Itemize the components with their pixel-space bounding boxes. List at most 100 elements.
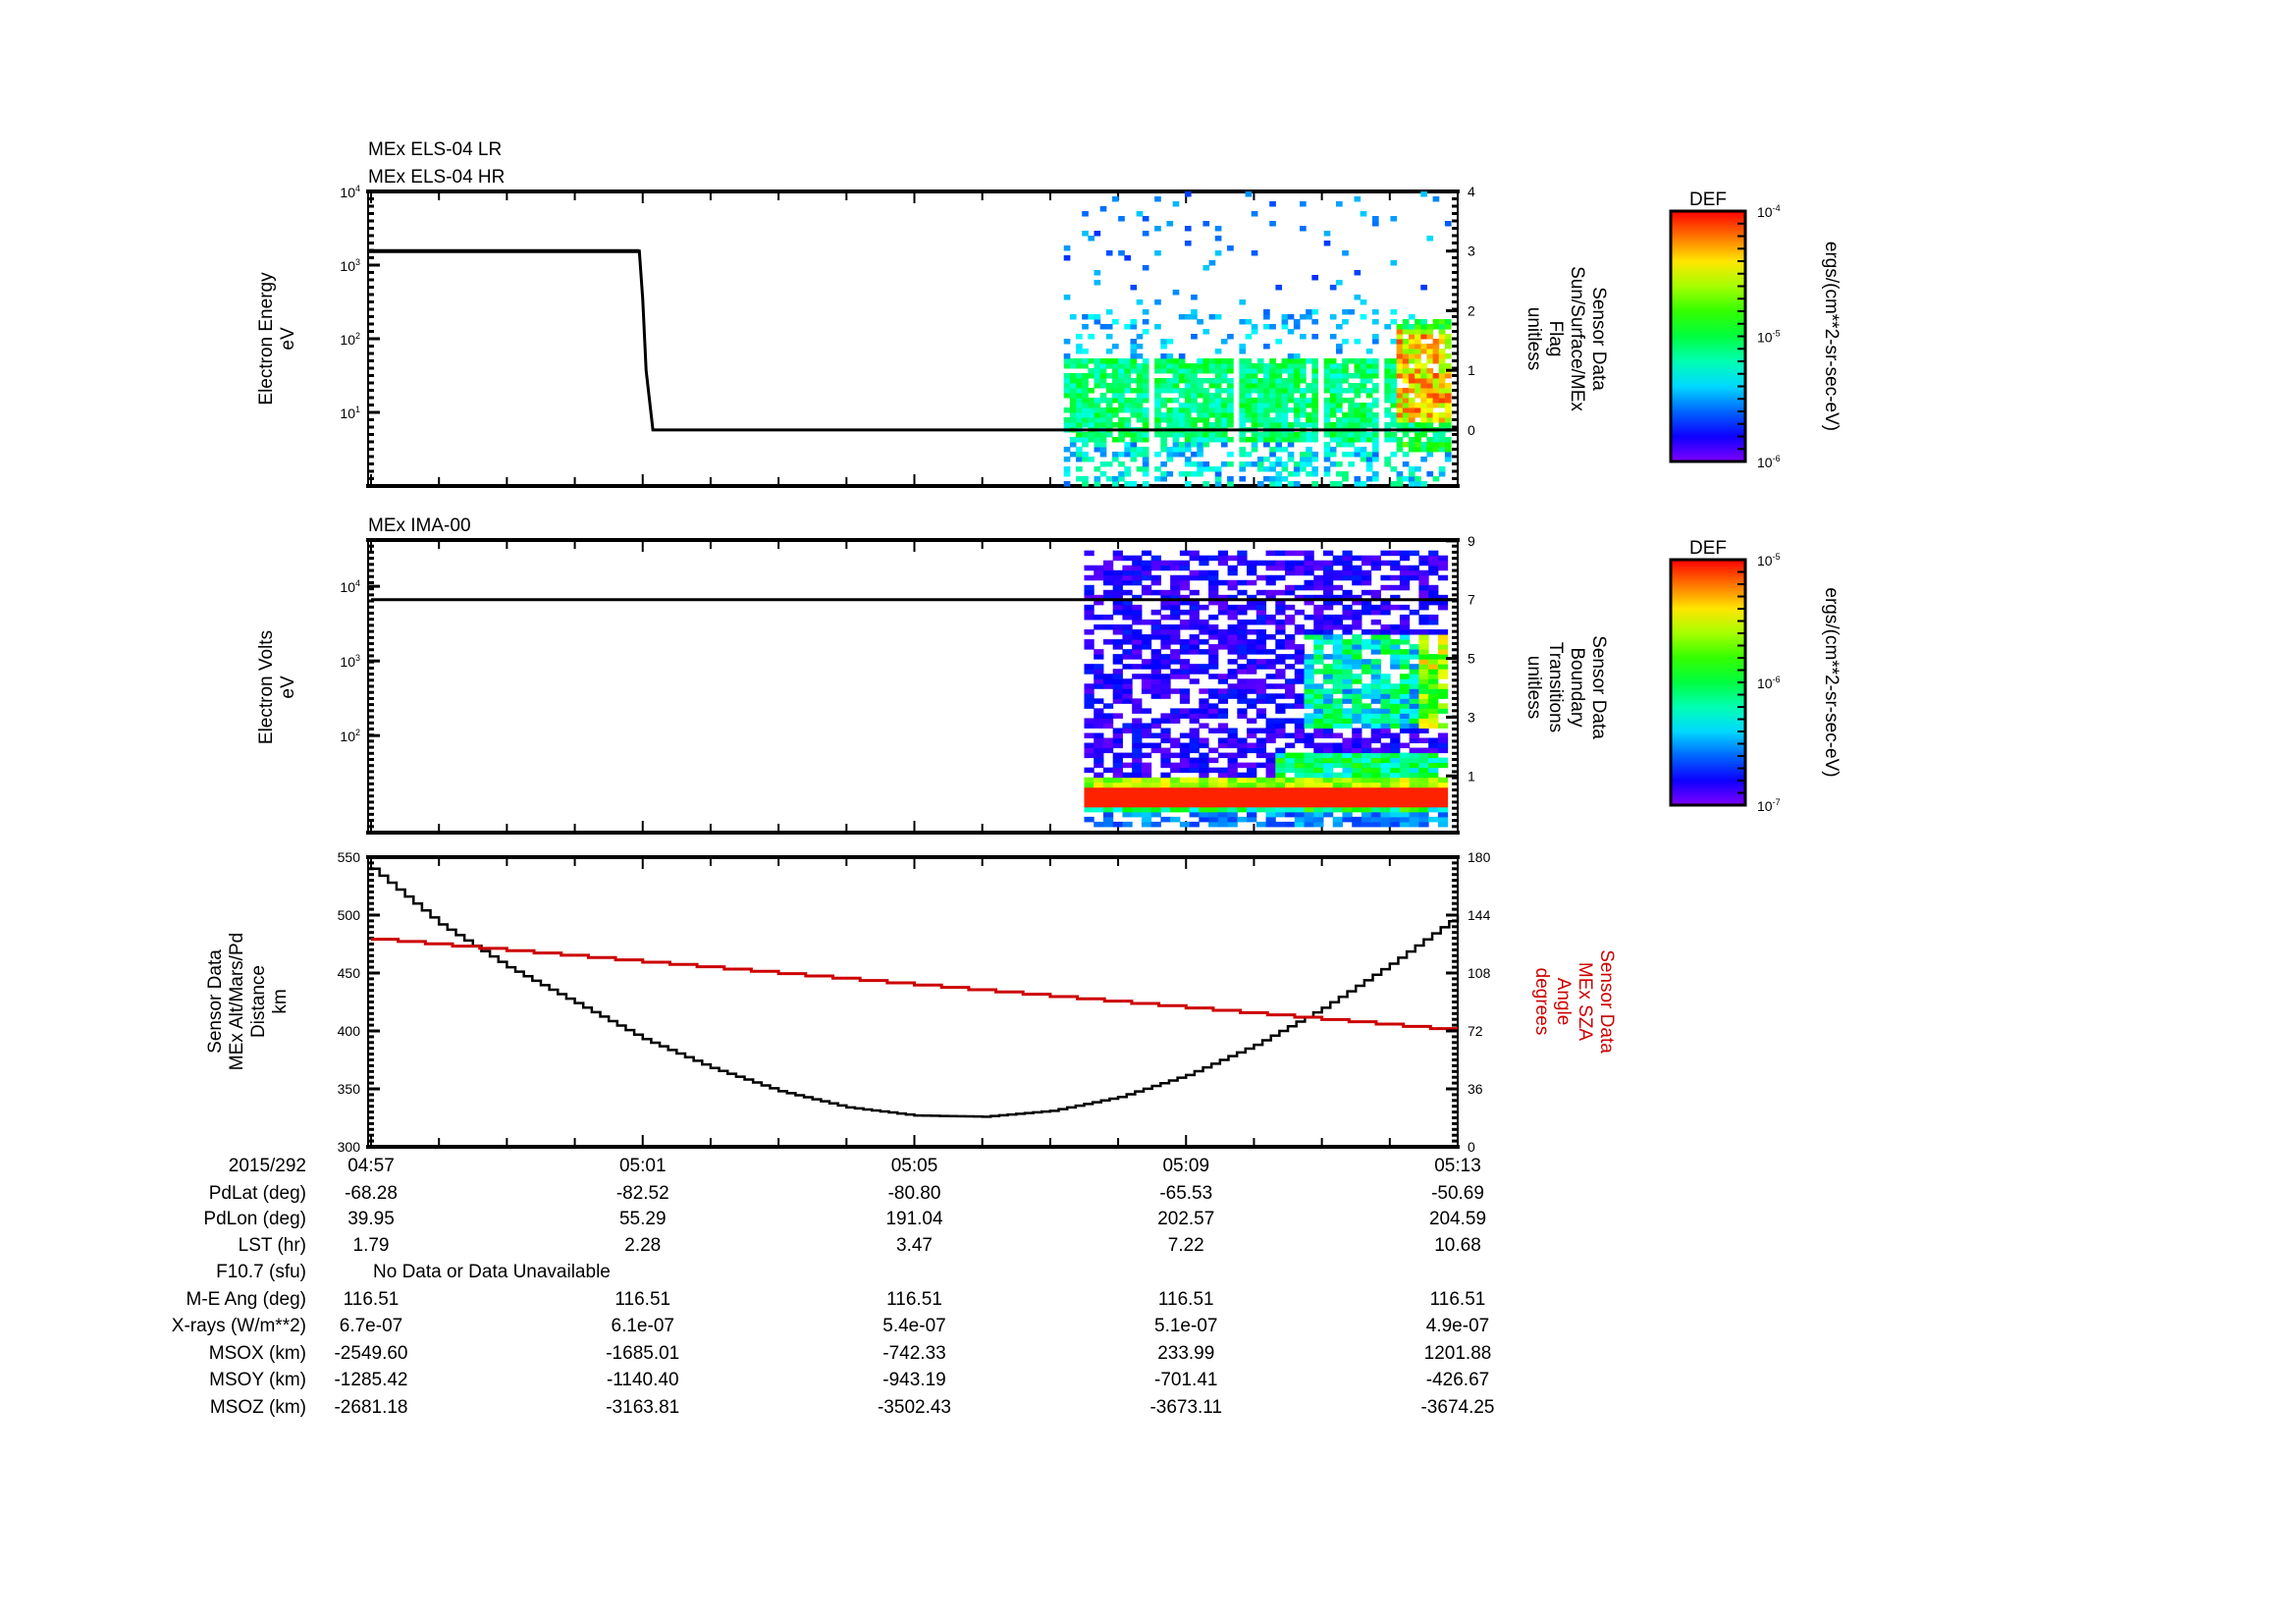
spectrogram-cell — [1371, 319, 1379, 325]
spectrogram-cell — [1285, 678, 1296, 684]
spectrogram-cell — [1227, 368, 1234, 374]
spectrogram-cell — [1285, 654, 1296, 660]
spectrogram-cell — [1247, 811, 1257, 818]
spectrogram-cell — [1136, 383, 1144, 389]
spectrogram-cell — [1323, 442, 1331, 448]
spectrogram-cell — [1227, 777, 1238, 784]
spectrogram-cell — [1409, 669, 1419, 675]
spectrogram-cell — [1141, 708, 1152, 714]
spectrogram-cell — [1409, 698, 1419, 704]
spectrogram-cell — [1179, 732, 1191, 739]
spectrogram-cell — [1150, 806, 1161, 813]
spectrogram-cell — [1311, 319, 1319, 325]
spectrogram-cell — [1313, 619, 1324, 625]
spectrogram-cell — [1239, 466, 1247, 472]
spectrogram-cell — [1069, 417, 1077, 423]
spectrogram-cell — [1352, 728, 1362, 733]
spectrogram-cell — [1130, 353, 1138, 359]
spectrogram-cell — [1132, 786, 1143, 793]
spectrogram-cell — [1399, 555, 1411, 562]
spectrogram-cell — [1380, 757, 1391, 764]
spectrogram-cell — [1313, 560, 1324, 567]
spectrogram-cell — [1275, 285, 1283, 291]
spectrogram-cell — [1189, 713, 1200, 719]
spectrogram-cell — [1118, 461, 1125, 467]
spectrogram-cell — [1237, 693, 1248, 699]
spectrogram-cell — [1265, 723, 1276, 729]
y-tick-label: 103 — [340, 257, 360, 274]
spectrogram-cell — [1094, 678, 1104, 684]
spectrogram-cell — [1399, 821, 1411, 828]
spectrogram-cell — [1099, 358, 1107, 364]
spectrogram-cell — [1275, 589, 1286, 596]
spectrogram-cell — [1336, 378, 1343, 384]
spectrogram-cell — [1444, 344, 1452, 350]
spectrogram-cell — [1428, 752, 1439, 759]
spectrogram-cell — [1202, 412, 1210, 418]
spectrogram-cell — [1380, 811, 1391, 818]
spectrogram-cell — [1269, 461, 1276, 467]
spectrogram-cell — [1166, 412, 1174, 418]
spectrogram-cell — [1281, 324, 1289, 330]
spectrogram-cell — [1265, 550, 1276, 557]
spectrogram-cell — [1408, 373, 1415, 379]
spectrogram-cell — [1300, 368, 1307, 374]
spectrogram-cell — [1437, 669, 1449, 675]
spectrogram-cell — [1438, 383, 1446, 389]
spectrogram-cell — [1214, 476, 1222, 482]
spectrogram-cell — [1220, 412, 1228, 418]
axis-title-line: Electron Energy — [256, 272, 277, 406]
spectrogram-cell — [1099, 373, 1107, 379]
spectrogram-cell — [1285, 786, 1296, 793]
spectrogram-cell — [1237, 623, 1248, 630]
spectrogram-cell — [1336, 201, 1343, 207]
spectrogram-cell — [1380, 678, 1391, 684]
spectrogram-cell — [1322, 811, 1334, 818]
spectrogram-cell — [1227, 649, 1238, 655]
spectrogram-cell — [1227, 791, 1238, 798]
spectrogram-cell — [1112, 196, 1119, 202]
spectrogram-cell — [1390, 688, 1401, 694]
spectrogram-cell — [1300, 226, 1307, 232]
spectrogram-cell — [1208, 811, 1219, 818]
spectrogram-cell — [1399, 604, 1411, 611]
spectrogram-cell — [1217, 821, 1229, 828]
right-tick-label: 5 — [1468, 651, 1475, 667]
spectrogram-cell — [1313, 796, 1324, 803]
spectrogram-cell — [1141, 683, 1152, 689]
spectrogram-cell — [1105, 407, 1113, 413]
spectrogram-cell — [1191, 422, 1198, 428]
spectrogram-cell — [1227, 767, 1238, 774]
spectrogram-cell — [1402, 363, 1410, 369]
spectrogram-cell — [1287, 329, 1295, 335]
spectrogram-cell — [1170, 782, 1181, 788]
spectrogram-cell — [1132, 560, 1143, 567]
spectrogram-cell — [1402, 442, 1410, 448]
spectrogram-cell — [1313, 816, 1324, 823]
spectrogram-cell — [1432, 437, 1440, 443]
spectrogram-cell — [1197, 447, 1203, 453]
spectrogram-cell — [1323, 417, 1331, 423]
spectrogram-cell — [1214, 383, 1222, 389]
spectrogram-cell — [1396, 422, 1404, 428]
spectrogram-cell — [1348, 407, 1355, 413]
spectrogram-cell — [1239, 461, 1247, 467]
ephemeris-row-label: M-E Ang (deg) — [187, 1289, 307, 1310]
spectrogram-cell — [1122, 634, 1133, 640]
spectrogram-cell — [1371, 309, 1379, 315]
spectrogram-cell — [1141, 728, 1152, 733]
spectrogram-cell — [1432, 476, 1440, 482]
spectrogram-cell — [1208, 432, 1216, 438]
spectrogram-cell — [1082, 403, 1089, 408]
spectrogram-cell — [1365, 407, 1373, 413]
spectrogram-cell — [1170, 599, 1181, 606]
spectrogram-cell — [1217, 629, 1229, 635]
spectrogram-cell — [1380, 747, 1391, 754]
ephemeris-value: -1140.40 — [607, 1370, 679, 1390]
spectrogram-cell — [1304, 723, 1314, 729]
spectrogram-cell — [1352, 664, 1362, 670]
spectrogram-cell — [1428, 664, 1439, 670]
spectrogram-cell — [1390, 383, 1398, 389]
spectrogram-cell — [1189, 569, 1200, 576]
spectrogram-cell — [1365, 437, 1373, 443]
